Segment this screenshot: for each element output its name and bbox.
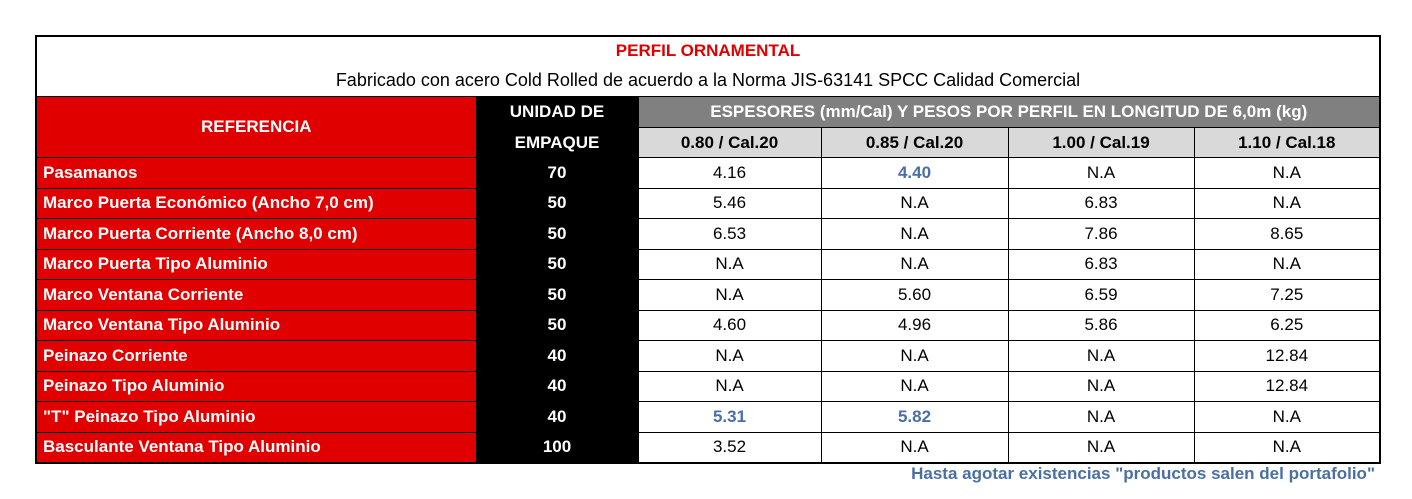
value-cell: 4.96 <box>820 309 1009 341</box>
value-cell: N.A <box>820 431 1009 464</box>
gauge-header: 0.85 / Cal.20 <box>820 127 1009 158</box>
value-cell: N.A <box>637 279 822 311</box>
value-cell: 6.83 <box>1007 187 1195 219</box>
value-cell: 4.16 <box>637 157 822 189</box>
unit-cell: 40 <box>475 370 639 402</box>
table-row: Basculante Ventana Tipo Aluminio 100 3.52 N… <box>35 431 1381 464</box>
table-row: Marco Ventana Tipo Aluminio 50 4.60 4.96 5.8… <box>35 309 1381 341</box>
table-subtitle: Fabricado con acero Cold Rolled de acuer… <box>35 65 1381 97</box>
unit-cell: 50 <box>475 279 639 311</box>
reference-cell: Marco Puerta Tipo Aluminio <box>35 248 477 280</box>
reference-header: REFERENCIA <box>35 96 477 158</box>
reference-cell: Peinazo Tipo Aluminio <box>35 370 477 402</box>
reference-cell: Marco Ventana Tipo Aluminio <box>35 309 477 341</box>
unit-cell: 50 <box>475 218 639 250</box>
value-cell: N.A <box>1193 431 1381 464</box>
value-cell: N.A <box>637 370 822 402</box>
value-cell: 5.46 <box>637 187 822 219</box>
unit-cell: 70 <box>475 157 639 189</box>
reference-cell: Pasamanos <box>35 157 477 189</box>
table-row: Marco Ventana Corriente 50 N.A 5.60 6.59 7.25 <box>35 279 1381 311</box>
footnote: Hasta agotar existencias "productos sale… <box>911 464 1375 483</box>
value-cell: 8.65 <box>1193 218 1381 250</box>
value-cell: 7.25 <box>1193 279 1381 311</box>
table-row: "T" Peinazo Tipo Aluminio 40 5.31 5.82 N.A N.… <box>35 401 1381 433</box>
group-header: ESPESORES (mm/Cal) Y PESOS POR PERFIL EN… <box>637 96 1381 128</box>
gauge-header: 1.10 / Cal.18 <box>1193 127 1381 158</box>
reference-cell: Marco Puerta Económico (Ancho 7,0 cm) <box>35 187 477 219</box>
value-cell: 5.31 <box>637 401 822 433</box>
reference-cell: Marco Ventana Corriente <box>35 279 477 311</box>
value-cell: N.A <box>820 248 1009 280</box>
unit-header: EMPAQUE <box>475 127 639 158</box>
reference-cell: Marco Puerta Corriente (Ancho 8,0 cm) <box>35 218 477 250</box>
value-cell: N.A <box>637 248 822 280</box>
value-cell: N.A <box>1007 370 1195 402</box>
value-cell: N.A <box>820 370 1009 402</box>
value-cell: 6.59 <box>1007 279 1195 311</box>
value-cell: N.A <box>1007 157 1195 189</box>
value-cell: 6.25 <box>1193 309 1381 341</box>
table-row: Peinazo Tipo Aluminio 40 N.A N.A N.A 12.84 <box>35 370 1381 402</box>
value-cell: 7.86 <box>1007 218 1195 250</box>
value-cell: N.A <box>820 187 1009 219</box>
unit-cell: 50 <box>475 309 639 341</box>
value-cell: 4.40 <box>820 157 1009 189</box>
gauge-header: 1.00 / Cal.19 <box>1007 127 1195 158</box>
value-cell: N.A <box>1007 401 1195 433</box>
unit-cell: 40 <box>475 340 639 372</box>
value-cell: 3.52 <box>637 431 822 464</box>
value-cell: N.A <box>1193 187 1381 219</box>
value-cell: N.A <box>1007 340 1195 372</box>
gauge-header: 0.80 / Cal.20 <box>637 127 822 158</box>
value-cell: 6.53 <box>637 218 822 250</box>
value-cell: 6.83 <box>1007 248 1195 280</box>
value-cell: 12.84 <box>1193 340 1381 372</box>
value-cell: N.A <box>637 340 822 372</box>
value-cell: 12.84 <box>1193 370 1381 402</box>
value-cell: 5.86 <box>1007 309 1195 341</box>
table-title: PERFIL ORNAMENTAL <box>35 35 1381 65</box>
unit-cell: 50 <box>475 248 639 280</box>
unit-cell: 50 <box>475 187 639 219</box>
table-row: Marco Puerta Tipo Aluminio 50 N.A N.A 6.83 N.… <box>35 248 1381 280</box>
table-row: Marco Puerta Corriente (Ancho 8,0 cm) 50 6… <box>35 218 1381 250</box>
table-row: Pasamanos 70 4.16 4.40 N.A N.A <box>35 157 1381 189</box>
value-cell: N.A <box>820 218 1009 250</box>
unit-cell: 100 <box>475 431 639 464</box>
unit-cell: 40 <box>475 401 639 433</box>
weights-table: PERFIL ORNAMENTAL Fabricado con acero Co… <box>35 35 1382 464</box>
reference-cell: Peinazo Corriente <box>35 340 477 372</box>
value-cell: N.A <box>1193 401 1381 433</box>
reference-cell: "T" Peinazo Tipo Aluminio <box>35 401 477 433</box>
value-cell: N.A <box>1193 157 1381 189</box>
value-cell: N.A <box>1193 248 1381 280</box>
value-cell: 5.82 <box>820 401 1009 433</box>
table-row: Marco Puerta Económico (Ancho 7,0 cm) 50 5… <box>35 187 1381 219</box>
reference-cell: Basculante Ventana Tipo Aluminio <box>35 431 477 464</box>
value-cell: N.A <box>820 340 1009 372</box>
value-cell: N.A <box>1007 431 1195 464</box>
value-cell: 5.60 <box>820 279 1009 311</box>
table-row: Peinazo Corriente 40 N.A N.A N.A 12.84 <box>35 340 1381 372</box>
value-cell: 4.60 <box>637 309 822 341</box>
unit-header: UNIDAD DE <box>475 96 639 128</box>
